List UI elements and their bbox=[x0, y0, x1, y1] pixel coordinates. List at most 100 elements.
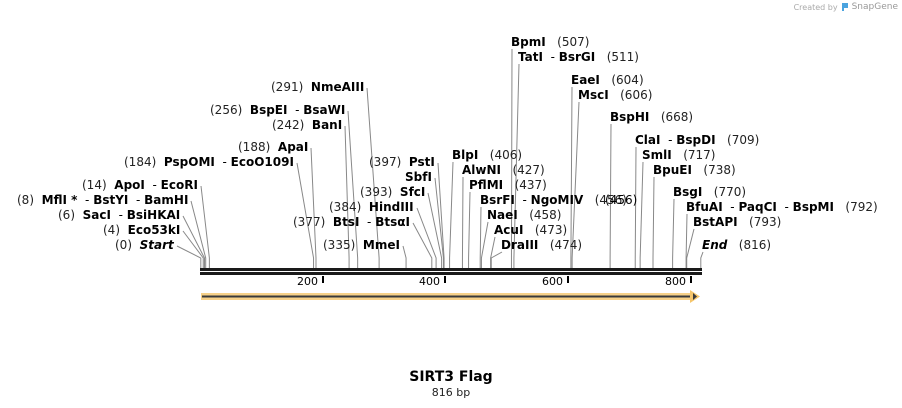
site-connector-line bbox=[700, 251, 704, 268]
site-label-mfli[interactable]: (8) MflI * - BstYI - BamHI bbox=[17, 193, 189, 207]
cut-position: (474) bbox=[549, 238, 583, 252]
cut-position: (242) bbox=[272, 118, 305, 132]
snapgene-logo-icon bbox=[841, 3, 848, 11]
site-connector-line bbox=[366, 87, 380, 268]
site-label-mmei[interactable]: (335) MmeI bbox=[323, 238, 400, 252]
site-label-pflmi[interactable]: PflMI (437) bbox=[469, 178, 547, 192]
site-connector-line bbox=[449, 161, 454, 268]
enzyme-name: BsrGI bbox=[558, 50, 596, 64]
site-label-bstapi[interactable]: BstAPI (793) bbox=[693, 215, 781, 229]
site-label-bsgi[interactable]: BsgI (770) bbox=[673, 185, 746, 199]
site-connector-line bbox=[685, 213, 688, 268]
enzyme-name: Eco53kI bbox=[127, 223, 181, 237]
enzyme-name: PstI bbox=[408, 155, 435, 169]
site-connector-line bbox=[609, 123, 612, 268]
enzyme-name: SacI bbox=[82, 208, 111, 222]
cut-position: (738) bbox=[703, 163, 736, 177]
site-label-nmeaiii[interactable]: (291) NmeAIII bbox=[271, 80, 364, 94]
site-label-btsi[interactable]: (377) BtsI - BtsαI bbox=[293, 215, 410, 229]
site-connector-line bbox=[634, 146, 637, 268]
site-label-apai[interactable]: (188) ApaI bbox=[238, 140, 308, 154]
ruler-tick-label: 200 bbox=[297, 275, 318, 288]
enzyme-name: AcuI bbox=[494, 223, 524, 237]
cut-position: (473) bbox=[534, 223, 568, 237]
site-connector-line bbox=[296, 162, 315, 268]
enzyme-name: MflI * bbox=[41, 193, 78, 207]
site-connector-line bbox=[437, 162, 445, 268]
site-connector-line bbox=[570, 86, 573, 268]
site-label-sfci[interactable]: (393) SfcI bbox=[360, 185, 425, 199]
brand-name: SnapGene bbox=[851, 2, 898, 12]
site-label-hindiii[interactable]: (384) HindIII bbox=[329, 200, 414, 214]
site-label-apoi[interactable]: (14) ApoI - EcoRI bbox=[82, 178, 198, 192]
site-label-eco53ki[interactable]: (4) Eco53kI bbox=[103, 223, 180, 237]
site-label-bpmi[interactable]: BpmI (507) bbox=[511, 35, 589, 49]
site-label-start[interactable]: (0) Start bbox=[115, 238, 174, 252]
enzyme-name: BsaWI bbox=[303, 103, 346, 117]
enzyme-name: EcoO109I bbox=[230, 155, 294, 169]
cut-position: (770) bbox=[713, 185, 747, 199]
site-label-saci[interactable]: (6) SacI - BsiHKAI bbox=[58, 208, 181, 222]
cut-position: (4) bbox=[103, 223, 120, 237]
site-connector-line bbox=[480, 221, 489, 268]
site-label-psti[interactable]: (397) PstI bbox=[369, 155, 435, 169]
enzyme-name: SfcI bbox=[399, 185, 426, 199]
site-label-naei[interactable]: NaeI (458) bbox=[487, 208, 561, 222]
enzyme-name: BstYI bbox=[93, 193, 129, 207]
site-label-bspei[interactable]: (256) BspEI - BsaWI bbox=[210, 103, 346, 117]
ruler-ticks bbox=[322, 276, 692, 283]
site-connector-line bbox=[176, 245, 202, 268]
site-connector-line bbox=[571, 101, 580, 268]
site-connector-line bbox=[490, 236, 496, 268]
cut-position: (507) bbox=[557, 35, 590, 49]
site-label-alwni[interactable]: AlwNI (427) bbox=[462, 163, 545, 177]
enzyme-name: NgoMIV bbox=[530, 193, 584, 207]
site-label-blpi[interactable]: BlpI (406) bbox=[452, 148, 522, 162]
enzyme-name: BanI bbox=[311, 118, 343, 132]
enzyme-name: End bbox=[702, 238, 728, 252]
enzyme-name: ClaI bbox=[635, 133, 661, 147]
site-connector-line bbox=[672, 198, 675, 268]
site-connector-line bbox=[412, 222, 433, 268]
site-connector-line bbox=[479, 206, 482, 268]
site-label-msci[interactable]: MscI (606) bbox=[578, 88, 652, 102]
cut-position: (458) bbox=[529, 208, 562, 222]
site-label-pspomi[interactable]: (184) PspOMI - EcoO109I bbox=[124, 155, 294, 169]
enzyme-name: Start bbox=[139, 238, 174, 252]
site-label-acui[interactable]: AcuI (473) bbox=[494, 223, 567, 237]
enzyme-name: BsrFI bbox=[480, 193, 515, 207]
site-label-end[interactable]: End (816) bbox=[702, 238, 771, 252]
site-label-eaei[interactable]: EaeI (604) bbox=[571, 73, 644, 87]
site-connector-line bbox=[344, 125, 350, 268]
cut-position: (188) bbox=[238, 140, 271, 154]
orf-feature-arrow[interactable] bbox=[201, 290, 700, 303]
site-label-clai[interactable]: ClaI - BspDI (709) bbox=[635, 133, 760, 147]
position-annotation: (456) bbox=[605, 193, 638, 207]
enzyme-name: BtsI bbox=[332, 215, 360, 229]
enzyme-name: BamHI bbox=[144, 193, 189, 207]
enzyme-name: BstAPI bbox=[693, 215, 738, 229]
enzyme-name: PspOMI bbox=[163, 155, 215, 169]
enzyme-name: ApaI bbox=[277, 140, 309, 154]
enzyme-name: BspDI bbox=[676, 133, 716, 147]
site-label-bfuai[interactable]: BfuAI - PaqCI - BspMI (792) bbox=[686, 200, 878, 214]
site-connector-line bbox=[402, 245, 407, 268]
site-label-tati[interactable]: TatI - BsrGI (511) bbox=[518, 50, 639, 64]
cut-position: (511) bbox=[606, 50, 639, 64]
site-label-draiii[interactable]: DraIII (474) bbox=[501, 238, 582, 252]
site-connector-line bbox=[639, 161, 644, 268]
site-label-bsphi[interactable]: BspHI (668) bbox=[610, 110, 693, 124]
enzyme-name: MmeI bbox=[362, 238, 400, 252]
enzyme-name: BpuEI bbox=[653, 163, 692, 177]
site-label-bsrfi[interactable]: BsrFI - NgoMIV (456) bbox=[480, 193, 627, 207]
cut-position: (377) bbox=[293, 215, 326, 229]
cut-position: (709) bbox=[727, 133, 760, 147]
site-connector-line bbox=[182, 215, 205, 268]
cut-position: (8) bbox=[17, 193, 34, 207]
cut-position: (6) bbox=[58, 208, 75, 222]
site-label-sbfi[interactable]: SbfI bbox=[405, 170, 432, 184]
site-label-bani[interactable]: (242) BanI bbox=[272, 118, 342, 132]
enzyme-name: NmeAIII bbox=[310, 80, 365, 94]
site-label-smli[interactable]: SmlI (717) bbox=[642, 148, 715, 162]
site-label-bpuei[interactable]: BpuEI (738) bbox=[653, 163, 736, 177]
